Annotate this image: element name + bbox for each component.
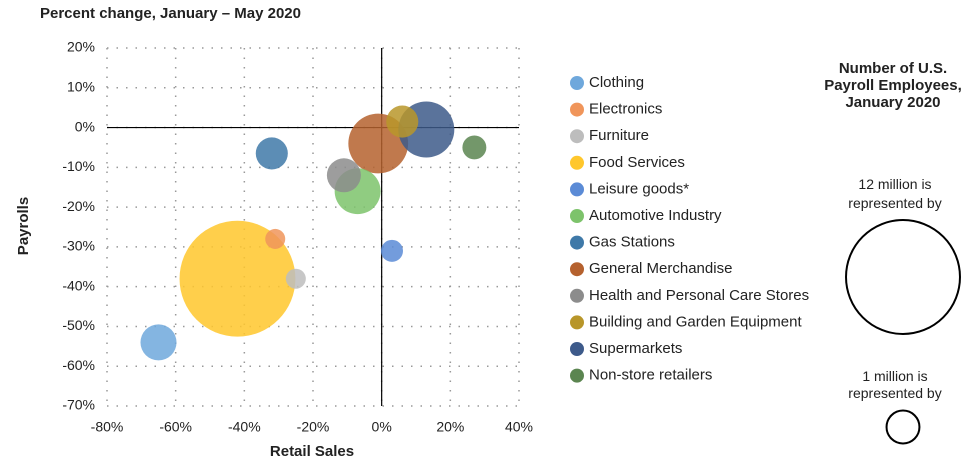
x-tick-label: -40% [228, 419, 261, 435]
y-tick-label: -30% [62, 238, 95, 254]
legend-label: Leisure goods* [589, 180, 689, 197]
y-tick-label: 0% [75, 118, 95, 134]
y-axis-label: Payrolls [15, 197, 32, 255]
bubble [140, 324, 177, 361]
bubble [380, 239, 404, 262]
bubble [255, 137, 288, 170]
legend-label: Electronics [589, 101, 662, 118]
y-tick-label: -40% [62, 277, 95, 293]
legend-label: Building and Garden Equipment [589, 313, 802, 330]
bubble [179, 220, 296, 337]
legend-swatch [570, 368, 584, 383]
size-legend-circle [885, 409, 921, 445]
bubble [285, 268, 306, 289]
legend-swatch [570, 102, 584, 117]
legend-label: General Merchandise [589, 260, 732, 277]
legend-swatch [570, 262, 584, 277]
legend-label: Health and Personal Care Stores [589, 287, 809, 304]
legend-swatch [570, 129, 584, 144]
legend-swatch [570, 182, 584, 197]
y-tick-label: -70% [62, 397, 95, 413]
legend-swatch [570, 315, 584, 330]
legend-label: Food Services [589, 154, 685, 171]
y-tick-label: 20% [67, 39, 95, 55]
legend-swatch [570, 342, 584, 356]
size-legend-label: 12 million is represented by [848, 176, 942, 211]
legend-swatch [570, 209, 584, 223]
size-legend-label: 1 million is represented by [848, 368, 942, 401]
legend-swatch [570, 288, 584, 303]
legend-swatch [570, 235, 584, 250]
y-tick-label: -20% [62, 198, 95, 214]
bubble [462, 135, 487, 160]
legend-label: Furniture [589, 127, 649, 144]
y-tick-label: -60% [62, 357, 95, 373]
x-tick-label: -20% [297, 419, 330, 435]
x-tick-label: -60% [159, 419, 192, 435]
x-axis-label: Retail Sales [270, 443, 354, 460]
bubble [326, 158, 361, 193]
x-tick-label: -80% [91, 419, 124, 435]
x-tick-label: 40% [505, 419, 533, 435]
chart-title: Percent change, January – May 2020 [40, 5, 301, 22]
bubble [386, 105, 419, 138]
y-tick-label: 10% [67, 78, 95, 94]
legend-swatch [570, 76, 584, 90]
bubble [265, 228, 286, 249]
legend-label: Supermarkets [589, 340, 682, 357]
y-tick-label: -10% [62, 158, 95, 174]
x-tick-label: 20% [436, 419, 464, 435]
x-tick-label: 0% [372, 419, 392, 435]
legend-swatch [570, 155, 584, 170]
y-tick-label: -50% [62, 317, 95, 333]
legend-label: Gas Stations [589, 234, 675, 251]
legend-label: Automotive Industry [589, 207, 722, 224]
legend-label: Clothing [589, 74, 644, 91]
legend-label: Non-store retailers [589, 367, 712, 384]
size-legend-circle [845, 219, 961, 335]
size-legend-title: Number of U.S. Payroll Employees, Januar… [824, 60, 962, 111]
